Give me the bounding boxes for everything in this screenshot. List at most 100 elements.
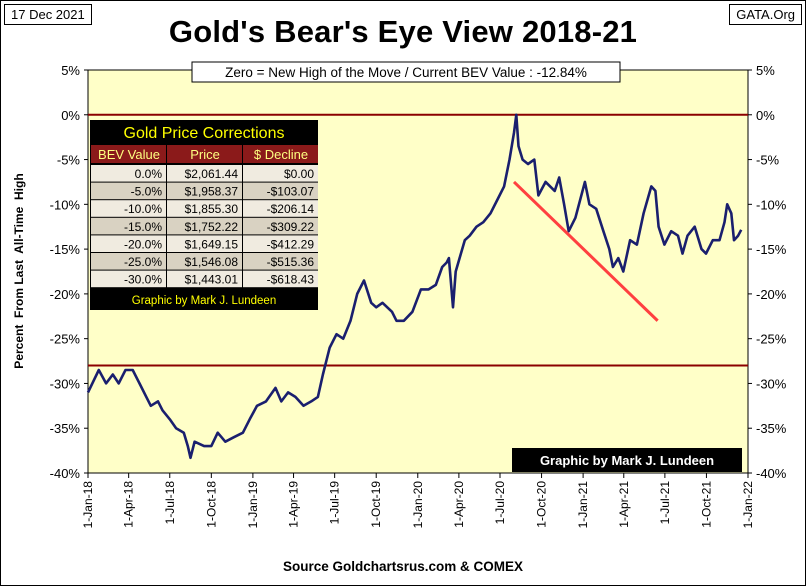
site-label: GATA.Org — [729, 4, 802, 25]
table-cell — [91, 182, 166, 200]
table-cell-text: $0.00 — [284, 167, 314, 181]
y-tick-label-left: -15% — [50, 242, 81, 257]
x-tick-label: 1-Jul-21 — [658, 481, 672, 525]
table-title: Gold Price Corrections — [124, 125, 285, 142]
bev-series-line — [86, 113, 743, 460]
table-cell — [167, 235, 242, 252]
table-cell — [91, 165, 166, 182]
table-credit: Graphic by Mark J. Lundeen — [132, 295, 276, 307]
series-group — [86, 113, 743, 460]
table-cell-text: -30.0% — [124, 273, 162, 287]
y-tick-label-left: -5% — [57, 153, 81, 168]
x-tick-label: 1-Oct-20 — [535, 481, 549, 528]
table-header-label: $ Decline — [254, 147, 308, 162]
table-header-cell — [91, 145, 166, 163]
table-cell-text: 0.0% — [135, 167, 163, 181]
source-note: Source Goldchartsrus.com & COMEX — [282, 559, 524, 574]
table-cell-text: -$309.22 — [267, 220, 315, 234]
table-cell-text: $1,649.15 — [185, 237, 239, 251]
table-cell — [243, 200, 318, 217]
table-cell — [167, 217, 242, 235]
table-cell — [167, 270, 242, 288]
x-tick-label: 1-Apr-21 — [617, 481, 631, 528]
table-cell-text: -$206.14 — [267, 202, 315, 216]
table-cell-text: -$103.07 — [267, 185, 315, 199]
table-cell-text: -$412.29 — [267, 237, 315, 251]
y-tick-label-left: 5% — [61, 63, 80, 78]
table-cell-text: $1,546.08 — [185, 255, 239, 269]
table-cell — [167, 200, 242, 217]
y-tick-label-right: -35% — [756, 421, 787, 436]
x-tick-label: 1-Jul-18 — [163, 481, 177, 525]
table-cell-text: -5.0% — [131, 185, 163, 199]
table-header-cell — [167, 145, 242, 163]
x-tick-label: 1-Jul-20 — [493, 481, 507, 525]
y-tick-label-right: 0% — [756, 108, 775, 123]
y-tick-label-left: 0% — [61, 108, 80, 123]
y-tick-label-right: -10% — [756, 197, 787, 212]
table-cell — [91, 253, 166, 270]
y-tick-label-left: -40% — [50, 466, 81, 481]
table-cell — [243, 270, 318, 288]
y-tick-label-right: 5% — [756, 63, 775, 78]
table-cell-text: $2,061.44 — [185, 167, 239, 181]
table-header-cell — [243, 145, 318, 163]
x-tick-label: 1-Jan-19 — [246, 481, 260, 529]
chart-title: Gold's Bear's Eye View 2018-21 — [168, 14, 638, 49]
table-cell-text: $1,443.01 — [185, 273, 239, 287]
table-cell-text: -25.0% — [124, 255, 162, 269]
table-cell — [243, 165, 318, 182]
x-tick-label: 1-Jan-21 — [576, 481, 590, 529]
table-cell-text: -$618.43 — [267, 273, 315, 287]
table-cell — [167, 182, 242, 200]
table-cell — [243, 182, 318, 200]
x-tick-label: 1-Apr-18 — [122, 481, 136, 528]
table-cell — [243, 217, 318, 235]
y-tick-label-right: -15% — [756, 242, 787, 257]
x-tick-label: 1-Oct-18 — [204, 481, 218, 528]
table-cell-text: $1,855.30 — [185, 202, 239, 216]
x-tick-label: 1-Jan-18 — [81, 481, 95, 529]
y-tick-label-right: -20% — [756, 287, 787, 302]
y-tick-label-right: -25% — [756, 332, 787, 347]
trend-line — [512, 180, 659, 322]
table-cell — [91, 270, 166, 288]
table-cell-text: $1,958.37 — [185, 185, 239, 199]
y-tick-label-left: -20% — [50, 287, 81, 302]
x-tick-label: 1-Jan-20 — [411, 481, 425, 529]
x-tick-label: 1-Apr-19 — [287, 481, 301, 528]
y-tick-label-left: -35% — [50, 421, 81, 436]
table-cell-text: -15.0% — [124, 220, 162, 234]
table-header-label: Price — [190, 147, 220, 162]
x-tick-label: 1-Oct-21 — [699, 481, 713, 528]
y-axis-label: Percent From Last All-Time High — [12, 173, 26, 368]
y-tick-label-left: -25% — [50, 332, 81, 347]
credit-text: Graphic by Mark J. Lundeen — [540, 453, 714, 468]
table-cell — [91, 200, 166, 217]
overlay-group — [512, 180, 659, 322]
y-tick-label-right: -30% — [756, 376, 787, 391]
table-cell-text: $1,752.22 — [185, 220, 239, 234]
x-tick-label: 1-Jan-22 — [741, 481, 755, 529]
table-cell — [167, 253, 242, 270]
date-label: 17 Dec 2021 — [4, 4, 92, 25]
y-tick-label-left: -10% — [50, 197, 81, 212]
table-cell — [243, 253, 318, 270]
x-tick-label: 1-Oct-19 — [369, 481, 383, 528]
table-cell-text: -$515.36 — [267, 255, 315, 269]
x-tick-label: 1-Jul-19 — [328, 481, 342, 525]
axes-group: 5% 5% 0% 0% -5% -5% -10% -10% -15% -15% -20% -20% -2… — [50, 63, 787, 528]
table-cell — [91, 217, 166, 235]
table-header-label: BEV Value — [98, 147, 160, 162]
table-cell — [243, 235, 318, 252]
y-tick-label-right: -5% — [756, 153, 780, 168]
annotation-box — [191, 61, 621, 83]
corrections-table: Gold Price Corrections BEV Value Price $ De… — [90, 120, 318, 310]
annotation-text: Zero = New High of the Move / Current BE… — [225, 65, 587, 80]
table-cell-text: -20.0% — [124, 237, 162, 251]
credit-box — [512, 448, 742, 472]
x-tick-label: 1-Apr-20 — [452, 481, 466, 528]
y-tick-label-right: -40% — [756, 466, 787, 481]
table-cell — [167, 165, 242, 182]
